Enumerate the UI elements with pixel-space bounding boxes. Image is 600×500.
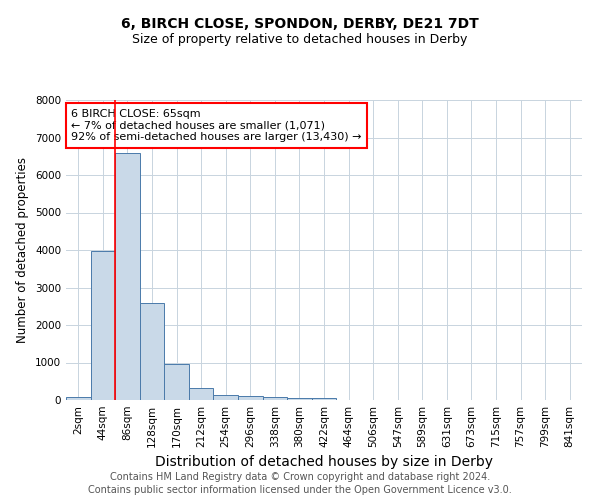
Bar <box>287 398 312 400</box>
Text: 6, BIRCH CLOSE, SPONDON, DERBY, DE21 7DT: 6, BIRCH CLOSE, SPONDON, DERBY, DE21 7DT <box>121 18 479 32</box>
Bar <box>140 302 164 400</box>
Bar <box>238 396 263 400</box>
Y-axis label: Number of detached properties: Number of detached properties <box>16 157 29 343</box>
Bar <box>66 397 91 400</box>
Bar <box>263 397 287 400</box>
Bar <box>164 364 189 400</box>
X-axis label: Distribution of detached houses by size in Derby: Distribution of detached houses by size … <box>155 456 493 469</box>
Bar <box>91 251 115 400</box>
Bar <box>214 396 238 400</box>
Bar <box>189 388 214 400</box>
Text: 6 BIRCH CLOSE: 65sqm
← 7% of detached houses are smaller (1,071)
92% of semi-det: 6 BIRCH CLOSE: 65sqm ← 7% of detached ho… <box>71 109 362 142</box>
Bar <box>115 153 140 400</box>
Text: Contains public sector information licensed under the Open Government Licence v3: Contains public sector information licen… <box>88 485 512 495</box>
Text: Size of property relative to detached houses in Derby: Size of property relative to detached ho… <box>133 32 467 46</box>
Text: Contains HM Land Registry data © Crown copyright and database right 2024.: Contains HM Land Registry data © Crown c… <box>110 472 490 482</box>
Bar <box>312 398 336 400</box>
